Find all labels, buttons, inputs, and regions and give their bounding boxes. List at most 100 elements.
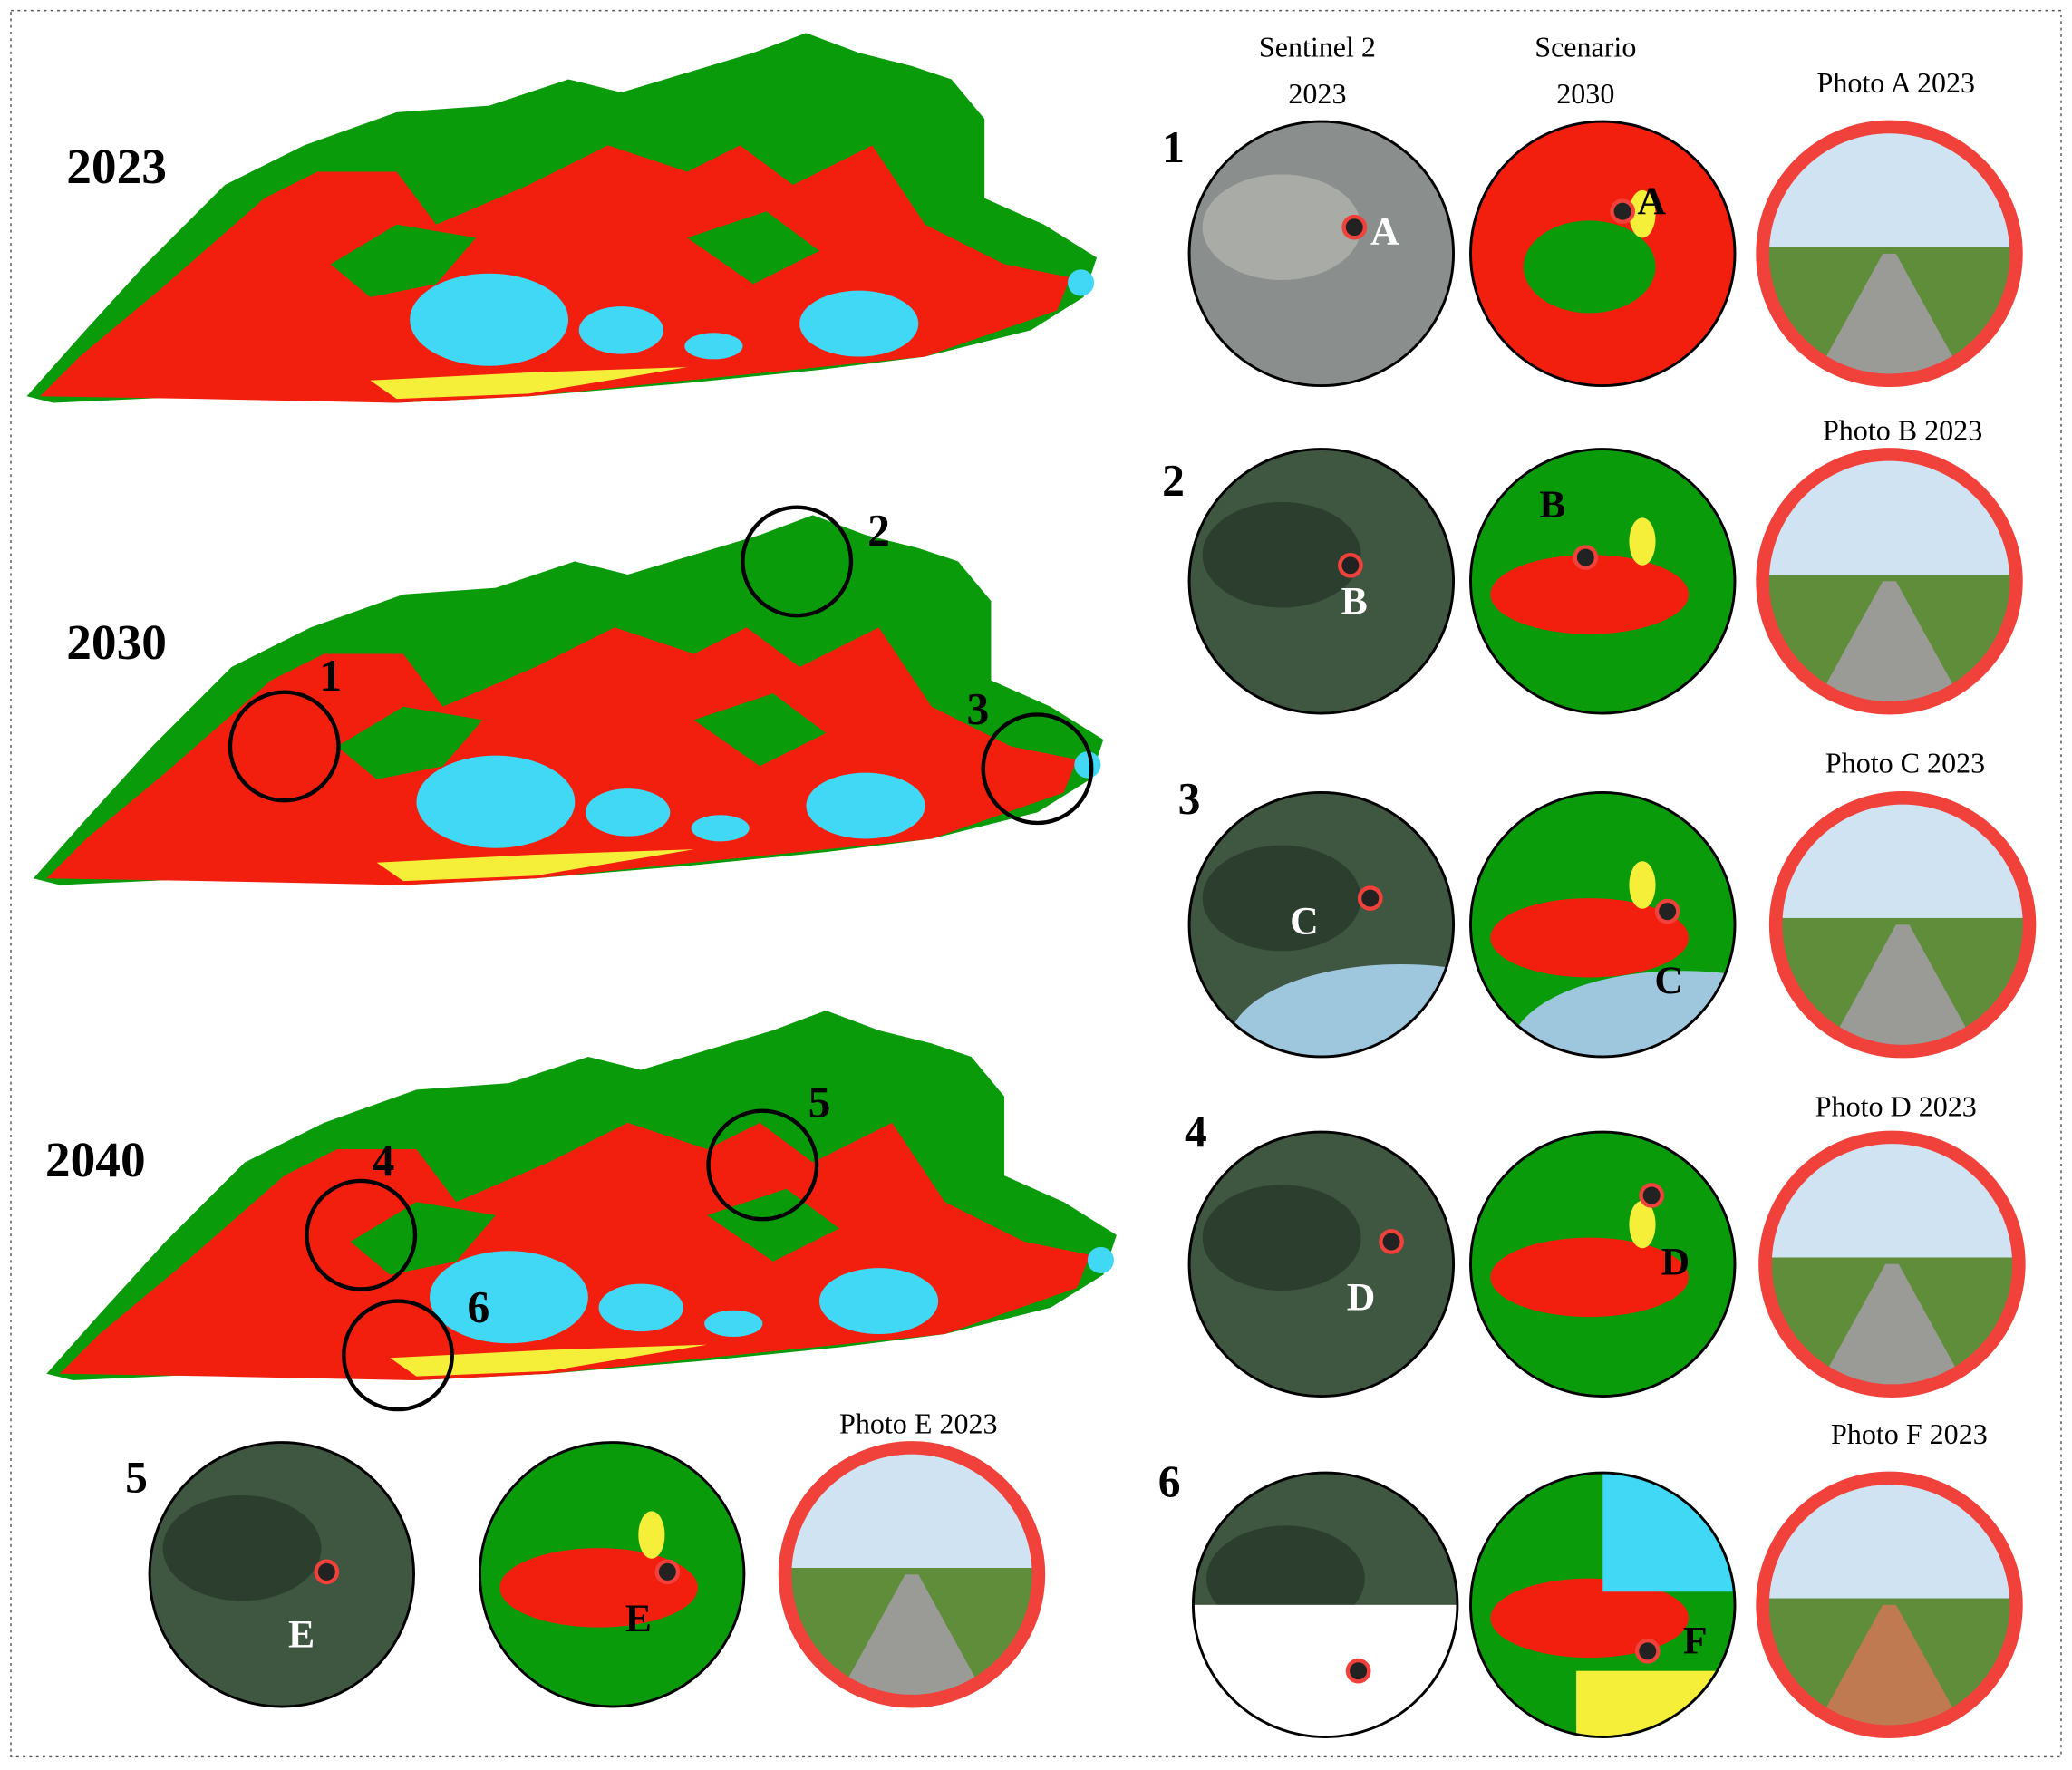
site-circle xyxy=(706,1108,819,1222)
satellite-border xyxy=(1187,791,1456,1059)
photo-road xyxy=(1823,924,1982,1057)
point-letter: F xyxy=(1302,1620,1327,1663)
photo-sky xyxy=(1770,792,2035,925)
satellite-border xyxy=(1187,120,1456,388)
scenario-point xyxy=(1654,898,1680,924)
photo-label: Photo B 2023 xyxy=(1823,413,1982,446)
photo-sky xyxy=(1757,449,2022,582)
point-letter: E xyxy=(288,1612,315,1656)
satellite-image xyxy=(150,1442,414,1707)
photo-road xyxy=(1810,1604,1969,1737)
satellite-patch xyxy=(1202,501,1361,608)
site-number: 4 xyxy=(373,1136,395,1185)
scenario-point xyxy=(1634,1638,1661,1664)
satellite-point xyxy=(1341,214,1368,240)
photo-border xyxy=(1756,448,2023,715)
satellite-point xyxy=(1379,1229,1404,1254)
scenario-border xyxy=(1469,448,1737,715)
scenario-point xyxy=(1610,198,1635,225)
scenario-image xyxy=(1470,449,1735,714)
scenario-border xyxy=(1469,1130,1737,1398)
satellite-image xyxy=(1189,121,1454,386)
scenario-border xyxy=(1469,120,1737,388)
photo-border xyxy=(778,1441,1046,1708)
scenario-patch xyxy=(638,1511,665,1559)
point-letter: C xyxy=(1290,899,1319,943)
site-number: 2 xyxy=(867,506,890,556)
photo-road xyxy=(1810,581,1969,714)
satellite-patch xyxy=(1202,174,1361,280)
site-circle xyxy=(741,505,854,618)
point-letter: B xyxy=(1539,483,1565,527)
scenario-patch xyxy=(1629,1200,1656,1249)
scenario-image xyxy=(1470,1473,1735,1737)
satellite-point xyxy=(1357,885,1383,911)
point-letter: F xyxy=(1683,1620,1708,1663)
photo-road xyxy=(1812,1263,1971,1397)
satellite-patch xyxy=(162,1494,322,1601)
scenario-patch xyxy=(1523,220,1656,314)
scenario-image xyxy=(1470,121,1735,386)
scenario-patch xyxy=(1629,861,1656,909)
satellite-point xyxy=(1345,1658,1371,1684)
scenario-point xyxy=(1573,545,1599,570)
site-circle xyxy=(305,1178,418,1291)
photo-road xyxy=(1810,253,1969,386)
point-letter: B xyxy=(1341,580,1368,624)
site-circle xyxy=(981,712,1094,826)
row-number: 1 xyxy=(1162,122,1185,172)
photo-border xyxy=(1768,791,2037,1059)
scenario-patch xyxy=(1490,1578,1689,1659)
column-header: Sentinel 2 xyxy=(1259,31,1376,63)
satellite-point xyxy=(314,1559,340,1585)
scenario-patch xyxy=(1629,189,1656,238)
photo-image xyxy=(1757,1473,2022,1737)
column-header: 2023 xyxy=(1288,77,1346,110)
satellite-border xyxy=(148,1441,415,1708)
column-header: 2030 xyxy=(1556,77,1614,110)
scenario-image xyxy=(479,1442,744,1707)
site-circle xyxy=(228,690,341,803)
photo-sky xyxy=(1759,1132,2025,1264)
photo-sky xyxy=(1757,121,2022,254)
map-year: 2023 xyxy=(66,139,167,194)
photo-border xyxy=(1758,1130,2026,1398)
map-year: 2040 xyxy=(45,1132,146,1187)
photo-sky xyxy=(779,1442,1044,1575)
scenario-border xyxy=(1469,1471,1737,1739)
row-number: 2 xyxy=(1162,455,1185,505)
map-year: 2030 xyxy=(66,614,167,670)
photo-image xyxy=(1757,449,2022,714)
point-letter: D xyxy=(1347,1276,1376,1320)
map-2040 xyxy=(46,1010,1117,1381)
photo-label: Photo A 2023 xyxy=(1817,66,1976,99)
row-number: 6 xyxy=(1158,1456,1181,1506)
satellite-image xyxy=(1193,1473,1457,1737)
satellite-image xyxy=(1189,1132,1454,1397)
site-circle xyxy=(342,1299,454,1412)
scenario-patch xyxy=(1490,898,1689,978)
point-letter: A xyxy=(1370,209,1399,253)
frame xyxy=(10,9,2062,1758)
row-number: 3 xyxy=(1178,774,1201,824)
scenario-patch xyxy=(1490,1237,1689,1318)
photo-road xyxy=(832,1574,992,1707)
site-number: 5 xyxy=(808,1078,831,1127)
scenario-border xyxy=(478,1441,746,1708)
satellite-patch xyxy=(1202,845,1361,952)
site-number: 6 xyxy=(468,1282,490,1332)
satellite-border xyxy=(1191,1471,1459,1739)
photo-label: Photo E 2023 xyxy=(839,1407,998,1439)
photo-sky xyxy=(1757,1473,2022,1605)
photo-label: Photo F 2023 xyxy=(1831,1417,1988,1450)
satellite-border xyxy=(1187,1130,1456,1398)
row-number: 4 xyxy=(1185,1107,1207,1156)
scenario-patch xyxy=(499,1548,698,1628)
scenario-beach xyxy=(1576,1670,1735,1737)
point-letter: C xyxy=(1654,959,1683,1002)
scenario-point xyxy=(1639,1183,1665,1208)
satellite-point xyxy=(1338,552,1363,578)
satellite-patch xyxy=(1202,1185,1361,1291)
